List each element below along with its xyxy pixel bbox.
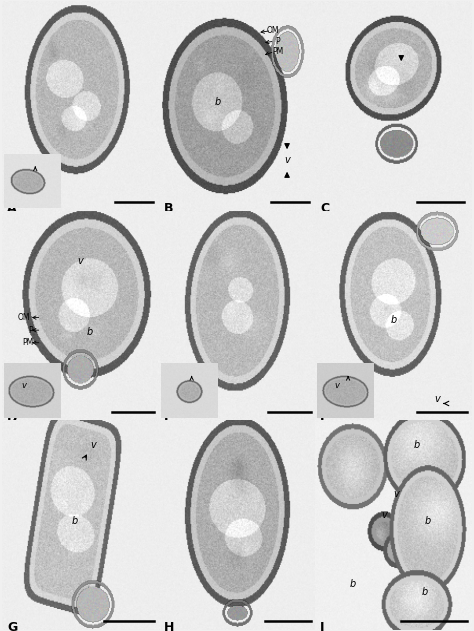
Text: C: C bbox=[320, 203, 329, 215]
Text: PM: PM bbox=[272, 47, 283, 56]
Text: F: F bbox=[320, 412, 328, 425]
Text: v: v bbox=[334, 380, 339, 389]
Text: B: B bbox=[164, 203, 173, 215]
Text: b: b bbox=[414, 440, 420, 451]
Text: A: A bbox=[7, 203, 17, 215]
Text: P: P bbox=[275, 37, 280, 45]
Text: b: b bbox=[87, 327, 93, 337]
Text: OM: OM bbox=[267, 26, 279, 35]
Text: G: G bbox=[7, 622, 18, 631]
Text: E: E bbox=[164, 412, 172, 425]
Text: b: b bbox=[425, 516, 431, 526]
Text: v: v bbox=[21, 380, 27, 389]
Text: v: v bbox=[434, 394, 440, 404]
Text: v: v bbox=[90, 440, 96, 451]
Text: PM: PM bbox=[22, 338, 33, 347]
Text: v: v bbox=[381, 509, 387, 519]
Text: D: D bbox=[7, 412, 18, 425]
Text: I: I bbox=[320, 622, 324, 631]
Text: v: v bbox=[394, 488, 400, 498]
Text: b: b bbox=[71, 516, 77, 526]
Text: v: v bbox=[78, 256, 83, 266]
Text: b: b bbox=[350, 579, 356, 589]
Text: OM: OM bbox=[18, 313, 30, 322]
Text: P: P bbox=[28, 326, 33, 334]
Text: b: b bbox=[390, 315, 397, 325]
Text: v: v bbox=[284, 155, 290, 165]
Text: b: b bbox=[215, 97, 221, 107]
Text: H: H bbox=[164, 622, 174, 631]
Text: b: b bbox=[421, 587, 428, 597]
